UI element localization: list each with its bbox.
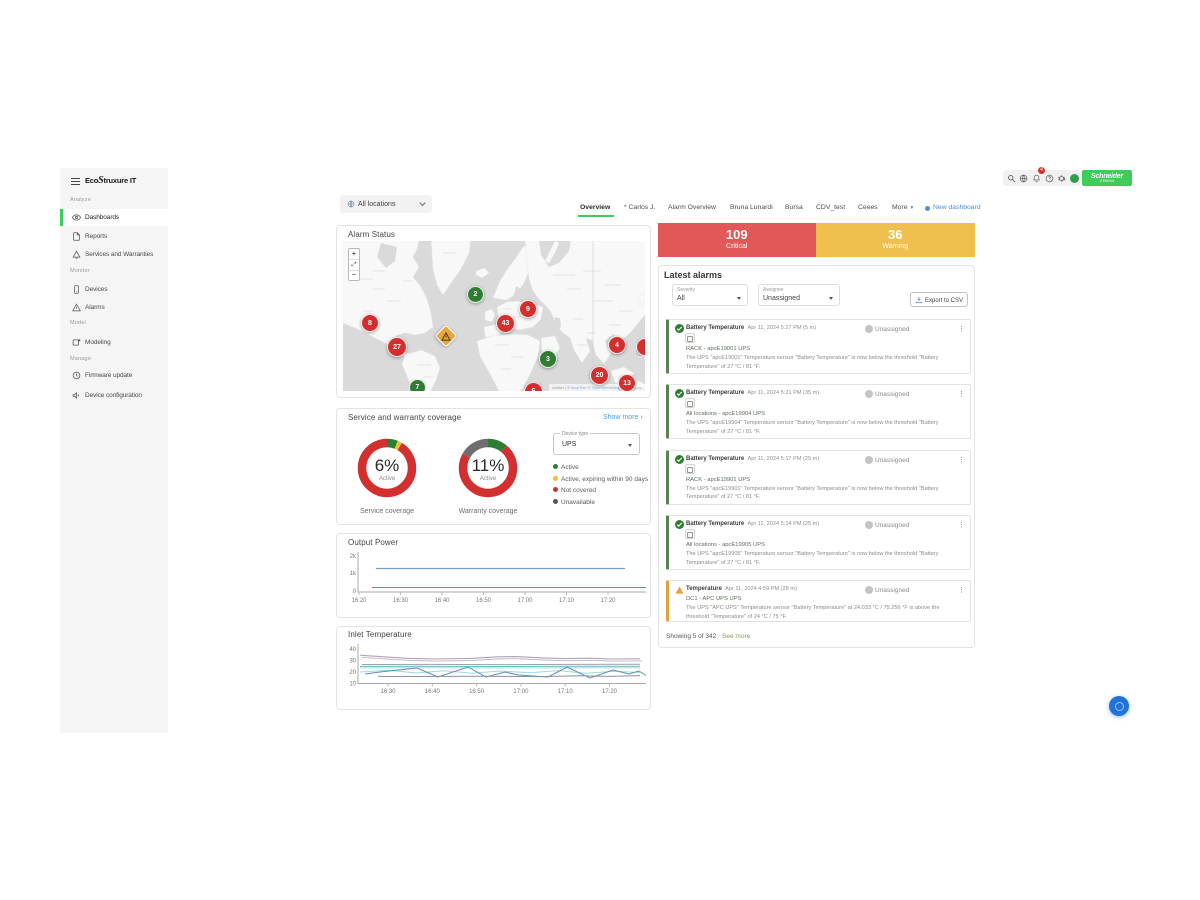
- svg-text:2k: 2k: [350, 554, 357, 560]
- svg-text:17:20: 17:20: [602, 689, 618, 695]
- svg-text:16:20: 16:20: [351, 598, 367, 604]
- svg-text:20: 20: [349, 670, 356, 676]
- svg-text:1k: 1k: [350, 571, 357, 577]
- svg-text:10: 10: [349, 682, 356, 688]
- svg-text:17:20: 17:20: [600, 598, 616, 604]
- svg-text:6%: 6%: [375, 456, 400, 475]
- svg-text:40: 40: [349, 647, 356, 653]
- svg-text:0: 0: [353, 589, 357, 595]
- svg-text:11%: 11%: [472, 456, 505, 475]
- svg-text:16:50: 16:50: [476, 598, 492, 604]
- svg-text:Active: Active: [480, 476, 497, 482]
- svg-text:16:50: 16:50: [469, 689, 485, 695]
- svg-text:16:40: 16:40: [434, 598, 450, 604]
- svg-text:17:00: 17:00: [513, 689, 529, 695]
- svg-text:17:10: 17:10: [559, 598, 575, 604]
- svg-text:16:40: 16:40: [425, 689, 441, 695]
- svg-text:16:30: 16:30: [393, 598, 409, 604]
- svg-text:Active: Active: [379, 476, 396, 482]
- svg-text:16:30: 16:30: [380, 689, 396, 695]
- svg-text:17:00: 17:00: [517, 598, 533, 604]
- svg-text:30: 30: [349, 659, 356, 665]
- svg-text:17:10: 17:10: [558, 689, 574, 695]
